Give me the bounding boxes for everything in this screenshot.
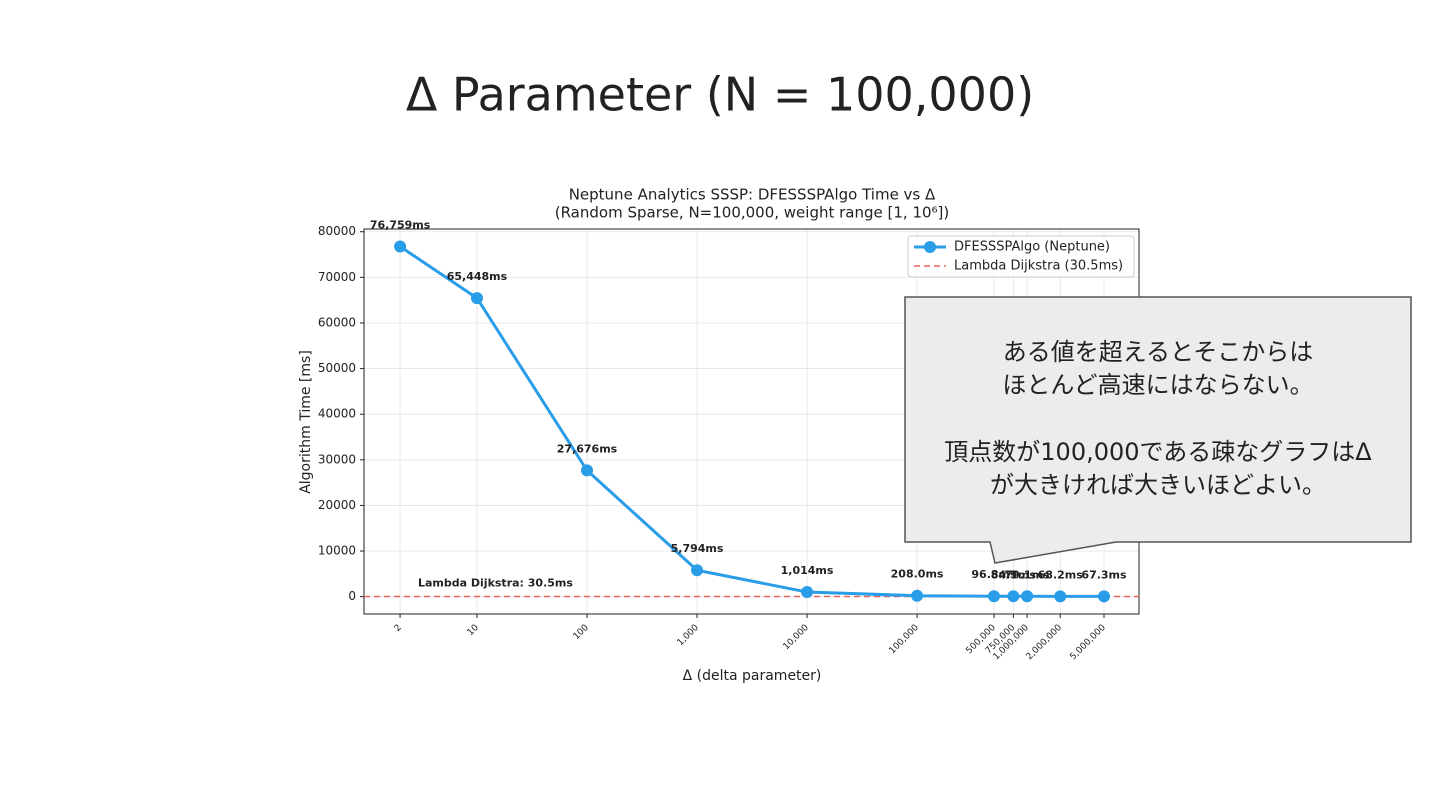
data-label: 68.2ms [1038, 568, 1084, 581]
data-label: 27,676ms [557, 442, 618, 455]
x-axis-label: Δ (delta parameter) [683, 668, 822, 684]
data-point [470, 292, 483, 305]
chart-title: Neptune Analytics SSSP: DFESSSPAlgo Time… [569, 186, 936, 204]
legend-label: Lambda Dijkstra (30.5ms) [954, 259, 1123, 274]
y-tick-label: 40000 [318, 407, 356, 421]
y-tick-label: 60000 [318, 315, 356, 329]
data-point [1007, 590, 1020, 603]
y-tick-label: 70000 [318, 270, 356, 284]
y-tick-label: 20000 [318, 498, 356, 512]
data-label: 67.3ms [1081, 568, 1127, 581]
legend-box [907, 235, 1135, 278]
callout-text: が大きければ大きいほどよい。 [990, 471, 1326, 499]
x-tick-label: 2 [393, 623, 404, 634]
data-label: 84.7ms [991, 568, 1037, 581]
data-point [581, 464, 594, 477]
legend-marker [924, 241, 936, 253]
data-point [1098, 590, 1111, 603]
plot-area: 0 10000 20000 30000 40000 50000 60000 70000 8000… [318, 219, 1140, 662]
data-label: 5,794ms [671, 542, 724, 555]
y-tick-label: 50000 [318, 361, 356, 375]
data-point [987, 590, 1000, 603]
data-point [801, 586, 814, 599]
data-label: 65,448ms [447, 270, 508, 283]
data-point [911, 589, 924, 602]
callout: ある値を超えるとそこからは ほとんど高速にはならない。 頂点数が100,000で… [904, 296, 1412, 564]
callout-text: ほとんど高速にはならない。 [1002, 371, 1313, 399]
chart-subtitle: (Random Sparse, N=100,000, weight range … [555, 204, 950, 222]
data-label: 96.8ms [971, 568, 1017, 581]
y-tick-label: 80000 [318, 224, 356, 238]
reference-label: Lambda Dijkstra: 30.5ms [418, 577, 573, 590]
y-tick-label: 10000 [318, 544, 356, 558]
data-point [1054, 590, 1067, 603]
data-label: 208.0ms [891, 568, 944, 581]
callout-text: 頂点数が100,000である疎なグラフはΔ [944, 438, 1372, 466]
legend-label: DFESSSPAlgo (Neptune) [954, 240, 1110, 255]
y-axis-label: Algorithm Time [ms] [298, 350, 314, 494]
slide-title: Δ Parameter (N = 100,000) [406, 68, 1034, 122]
callout-box [904, 296, 1412, 564]
data-label: 1,014ms [781, 564, 834, 577]
data-point [691, 564, 704, 577]
data-point [394, 240, 407, 253]
y-tick-label: 30000 [318, 452, 356, 466]
data-label: 79.1ms [1005, 568, 1051, 581]
callout-text: ある値を超えるとそこからは [1003, 338, 1314, 366]
y-tick-label: 0 [348, 589, 356, 603]
data-point [1021, 590, 1034, 603]
data-label: 76,759ms [370, 219, 431, 232]
